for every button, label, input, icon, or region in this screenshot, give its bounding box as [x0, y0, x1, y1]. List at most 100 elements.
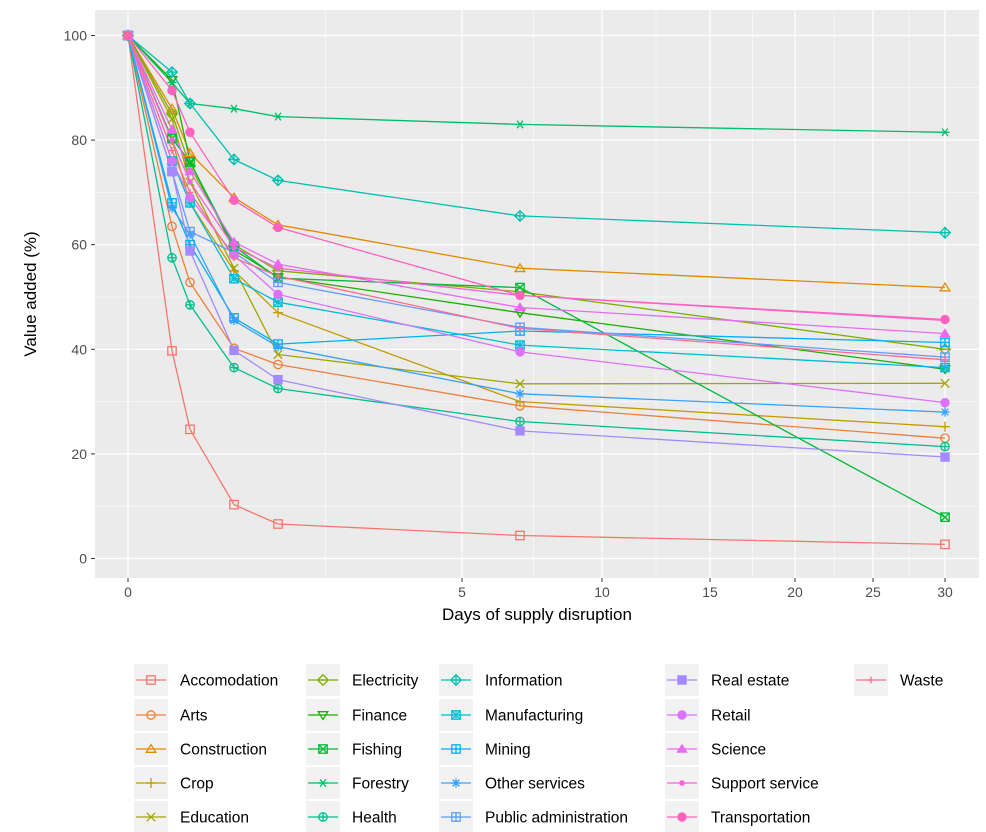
legend-key-marker [679, 780, 685, 786]
legend-label-health: Health [352, 810, 397, 827]
legend-item-real-estate: Real estate [665, 664, 789, 696]
data-point-transportation [515, 290, 525, 301]
data-point-real-estate [273, 374, 283, 385]
y-tick-label: 100 [64, 28, 88, 44]
legend-key-marker [146, 710, 156, 720]
data-point-crop [939, 421, 951, 432]
data-point-support-service [187, 179, 193, 185]
data-point-other-services [167, 203, 177, 213]
data-point-support-service [275, 265, 281, 272]
legend-key-marker [676, 743, 688, 753]
data-point-manufacturing [940, 362, 950, 373]
legend-label-forestry: Forestry [352, 776, 409, 793]
data-point-mining [940, 337, 950, 348]
data-point-health [185, 299, 195, 310]
x-tick-label: 0 [124, 584, 132, 600]
data-point-transportation [273, 222, 283, 233]
data-point-science [939, 328, 951, 338]
x-tick-label: 10 [594, 584, 610, 600]
legend-key-marker [451, 812, 461, 822]
legend-item-accomodation: Accomodation [134, 664, 278, 696]
legend-label-education: Education [180, 810, 249, 827]
y-tick-label: 20 [71, 446, 87, 462]
data-point-information [227, 153, 241, 166]
axes: 0 20 40 60 80 100 0 5 10 15 20 25 30 [64, 28, 953, 601]
data-point-information [271, 174, 285, 187]
legend-item-education: Education [134, 801, 249, 832]
x-tick-label: 15 [702, 584, 718, 600]
data-point-waste [186, 189, 194, 196]
legend-item-retail: Retail [665, 699, 751, 731]
data-point-real-estate [185, 246, 195, 256]
data-point-health [167, 252, 177, 263]
x-tick-label: 30 [937, 584, 953, 600]
legend-label-crop: Crop [180, 776, 214, 793]
legend-label-manufacturing: Manufacturing [485, 708, 583, 725]
data-point-retail [273, 289, 283, 300]
legend-key-marker [677, 710, 687, 720]
data-point-retail [167, 156, 177, 166]
data-point-real-estate [167, 166, 177, 177]
legend-key-marker [867, 676, 875, 684]
data-point-retail [515, 347, 525, 357]
data-point-waste [168, 147, 176, 154]
data-point-health [229, 362, 239, 373]
legend-label-science: Science [711, 742, 766, 759]
data-point-health [515, 416, 525, 427]
data-point-accomodation [167, 346, 177, 356]
legend-label-transportation: Transportation [711, 810, 810, 827]
legend-label-finance: Finance [352, 708, 407, 725]
legend-item-science: Science [665, 733, 766, 765]
data-point-information [938, 226, 952, 239]
legend-label-arts: Arts [180, 708, 208, 725]
y-tick-label: 80 [71, 132, 87, 148]
legend-item-finance: Finance [306, 699, 407, 731]
legend-key-marker [318, 778, 328, 788]
legend-key-marker [449, 673, 463, 687]
data-point-real-estate [940, 452, 950, 462]
data-point-transportation [229, 195, 239, 205]
data-point-crop [272, 307, 284, 318]
data-point-support-service [169, 137, 175, 143]
legend-key-marker [451, 778, 461, 788]
data-point-science [514, 302, 526, 312]
series-line-accomodation [127, 35, 946, 546]
legend-key-marker [677, 812, 687, 822]
legend-item-waste: Waste [854, 664, 943, 696]
data-point-forestry [515, 120, 525, 129]
legend-label-accomodation: Accomodation [180, 673, 278, 690]
legend-key-marker [318, 744, 328, 754]
data-point-education [229, 263, 239, 273]
data-point-accomodation [273, 519, 283, 529]
data-point-retail [940, 397, 950, 408]
data-point-waste [274, 272, 282, 280]
legend-label-fishing: Fishing [352, 742, 402, 759]
legend: Accomodation Arts Construction Crop Educatio… [134, 664, 943, 832]
legend-item-public-administration: Public administration [439, 801, 628, 832]
data-point-real-estate [515, 426, 525, 436]
legend-label-mining: Mining [485, 742, 531, 759]
data-point-construction [165, 103, 179, 113]
data-point-manufacturing [273, 297, 283, 308]
data-point-waste [124, 32, 132, 39]
data-point-electricity [165, 107, 179, 121]
data-point-science [166, 124, 178, 134]
legend-item-other-services: Other services [439, 767, 585, 799]
legend-item-support-service: Support service [665, 767, 819, 799]
y-tick-label: 0 [79, 551, 87, 567]
data-point-manufacturing [229, 273, 239, 284]
data-point-waste [941, 356, 949, 364]
legend-item-crop: Crop [134, 767, 214, 799]
legend-key-marker [451, 710, 461, 720]
data-point-public-administration [185, 226, 195, 237]
y-axis-title: Value added (%) [21, 231, 40, 356]
data-point-accomodation [185, 424, 195, 435]
legend-key-marker [316, 711, 330, 721]
x-axis-title: Days of supply disruption [442, 605, 632, 624]
data-point-support-service [231, 244, 237, 251]
data-point-construction [183, 147, 197, 158]
data-point-other-services [940, 407, 950, 417]
data-point-real-estate [229, 345, 239, 356]
data-point-waste [230, 254, 238, 262]
